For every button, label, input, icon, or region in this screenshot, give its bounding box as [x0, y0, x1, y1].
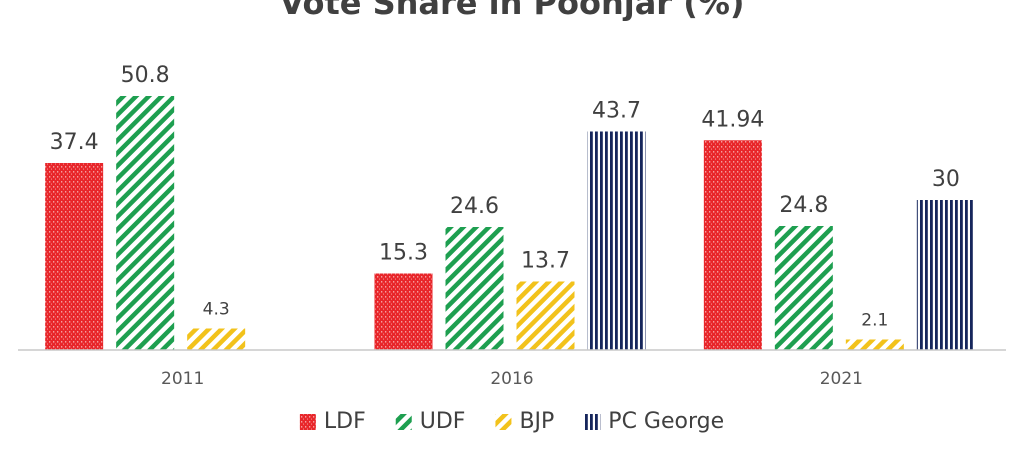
data-label-ldf-2011: 37.4 [50, 130, 99, 155]
data-label-udf-2021: 24.8 [779, 193, 828, 218]
data-label-ldf-2021: 41.94 [701, 107, 764, 132]
bar-bjp-2016 [516, 281, 575, 350]
bar-udf-2011 [116, 96, 175, 350]
data-label-bjp-2021: 2.1 [861, 311, 888, 331]
legend-label-udf: UDF [420, 409, 466, 434]
bar-pc-george-2021 [916, 200, 975, 350]
data-label-bjp-2016: 13.7 [521, 249, 570, 274]
bar-ldf-2011 [45, 163, 104, 350]
x-tick-label-2016: 2016 [490, 369, 533, 389]
legend-swatch-ldf [299, 414, 316, 430]
legend-label-ldf: LDF [324, 409, 366, 434]
bar-bjp-2021 [845, 339, 904, 350]
chart-title: Vote Share in Poonjar (%) [279, 0, 744, 22]
data-label-pc-george-2021: 30 [932, 167, 960, 192]
data-label-pc-george-2016: 43.7 [592, 99, 641, 124]
x-tick-label-2021: 2021 [820, 369, 863, 389]
legend-swatch-udf [395, 414, 412, 430]
data-label-ldf-2016: 15.3 [379, 241, 428, 266]
bar-ldf-2016 [374, 273, 433, 350]
bar-udf-2021 [774, 226, 833, 350]
bar-ldf-2021 [703, 140, 762, 350]
legend-swatch-pc-george [584, 414, 601, 430]
legend-label-pc-george: PC George [608, 409, 724, 434]
x-tick-labels: 2011 2016 2021 [161, 369, 863, 389]
bar-pc-george-2016 [587, 131, 646, 350]
bars-layer: 37.4 50.8 4.3 15.3 24.6 13.7 43.7 41.94 24.8 2.1 3… [45, 63, 975, 350]
bar-udf-2016 [445, 227, 504, 350]
bar-bjp-2011 [187, 328, 246, 350]
x-tick-label-2011: 2011 [161, 369, 204, 389]
data-label-bjp-2011: 4.3 [203, 300, 230, 320]
data-label-udf-2016: 24.6 [450, 194, 499, 219]
legend-label-bjp: BJP [519, 409, 554, 434]
data-label-udf-2011: 50.8 [121, 63, 170, 88]
legend: LDF UDF BJP PC George [299, 409, 724, 434]
legend-swatch-bjp [495, 414, 512, 430]
